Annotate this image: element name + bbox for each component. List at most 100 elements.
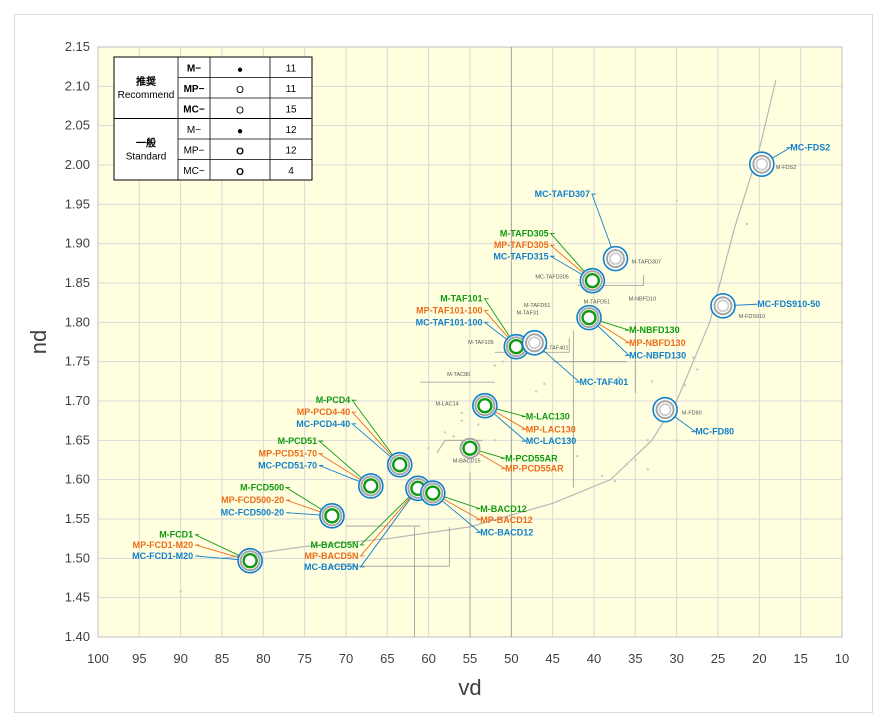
legend-group-label: 一般 [136, 136, 156, 149]
x-axis-label: vd [458, 675, 481, 700]
legend-row-symbol: O [236, 167, 244, 178]
faint-point [675, 199, 678, 202]
m-marker [462, 440, 478, 456]
point-label: MP-PCD4-40 [297, 407, 351, 417]
legend-row-count: 12 [285, 125, 297, 136]
legend-row-name: MC− [183, 166, 205, 177]
legend-row-count: 12 [285, 145, 297, 156]
point-label: MC-LAC130 [526, 436, 577, 446]
m-marker [477, 398, 493, 414]
m-marker [581, 309, 597, 326]
m-marker [392, 457, 408, 473]
legend-row-symbol: O [236, 85, 244, 96]
point-label: M-TAFD305 [500, 228, 549, 238]
point-label: MC-FCD1-M20 [132, 551, 193, 561]
legend-row-count: 4 [288, 166, 294, 177]
faint-point [634, 458, 637, 462]
mc-core-marker [716, 299, 730, 313]
leader-line [483, 310, 517, 348]
faint-point [444, 431, 447, 434]
leader-line [483, 298, 517, 347]
x-tick-label: 75 [297, 651, 311, 666]
point-label: M-PCD51 [278, 436, 318, 446]
legend-row-name: M− [187, 125, 201, 136]
y-tick-label: 1.55 [65, 511, 90, 526]
legend: 推奨 Recommend M− ● 11 MP− O 11 MC− O 15 一般 Standard M−… [113, 56, 313, 181]
y-tick-label: 1.85 [65, 275, 90, 290]
leader-line [359, 487, 419, 546]
mc-core-marker [658, 403, 672, 416]
point-label: MP-TAF101-100 [416, 306, 482, 316]
faint-point [613, 480, 616, 483]
standard-point-label: M-TAF31 [517, 310, 540, 316]
legend-group-sublabel: Recommend [118, 90, 175, 101]
faint-point [683, 384, 687, 387]
leader-line [588, 317, 631, 344]
leader-line [484, 405, 526, 418]
x-tick-label: 55 [463, 651, 477, 666]
point-label: MC-TAF101-100 [416, 317, 483, 327]
point-label: M-BACD5N [311, 540, 359, 550]
point-label: MP-FCD500-20 [221, 495, 284, 505]
point-label: MC-BACD5N [304, 562, 359, 572]
x-tick-label: 25 [711, 651, 725, 666]
leader-line [432, 492, 482, 521]
faint-point [646, 439, 649, 442]
leader-line [317, 453, 372, 487]
y-axis-label: nd [26, 330, 51, 354]
m-marker [363, 478, 379, 494]
point-label: MC-PCD4-40 [296, 419, 350, 429]
mc-core-marker [755, 157, 769, 171]
legend-row-name: MP− [184, 84, 205, 95]
point-label: M-NBFD130 [629, 325, 680, 335]
faint-point [477, 423, 480, 426]
y-tick-label: 1.65 [65, 432, 90, 447]
y-tick-label: 1.50 [65, 550, 90, 565]
x-tick-label: 30 [669, 651, 683, 666]
x-tick-label: 85 [215, 651, 229, 666]
leader-line [317, 440, 372, 487]
standard-point-label: M-TAF401 [543, 346, 569, 352]
y-tick-label: 2.05 [65, 118, 90, 133]
faint-point [675, 439, 678, 442]
point-label: MC-FDS910-50 [757, 299, 820, 309]
x-tick-label: 35 [628, 651, 642, 666]
faint-point [543, 382, 546, 385]
leader-line [469, 447, 506, 459]
faint-point [452, 435, 455, 438]
y-tick-label: 2.15 [65, 39, 90, 54]
guide-line [329, 526, 450, 567]
y-tick-label: 2.00 [65, 157, 90, 172]
standard-point-label: M-TAF105 [468, 340, 494, 346]
point-label: MC-NBFD130 [629, 350, 686, 360]
point-label: M-PCD55AR [505, 453, 558, 463]
leader-line [432, 492, 481, 510]
y-tick-label: 1.60 [65, 472, 90, 487]
leader-line [195, 555, 251, 562]
y-tick-label: 1.45 [65, 590, 90, 605]
faint-point [646, 468, 649, 471]
point-label: MC-FD80 [695, 427, 734, 437]
leader-line [195, 534, 251, 562]
faint-point [179, 590, 182, 593]
faint-point [534, 390, 538, 393]
point-label: MC-PCD51-70 [258, 461, 317, 471]
x-tick-label: 70 [339, 651, 353, 666]
faint-point [493, 364, 496, 367]
leader-line [319, 465, 371, 487]
leader-line [483, 321, 517, 348]
leader-line [534, 342, 581, 383]
standard-point-label: M-LAC14 [436, 401, 459, 407]
faint-point [692, 356, 695, 359]
faint-point [650, 380, 654, 383]
leader-line [351, 411, 401, 466]
standard-point-label: M-FDS2 [776, 165, 796, 171]
x-tick-label: 95 [132, 651, 146, 666]
standard-point-label: M-TAFD307 [631, 260, 661, 266]
faint-point [745, 222, 749, 226]
leader-line [588, 317, 631, 356]
point-label: MP-NBFD130 [629, 338, 686, 348]
faint-point [427, 447, 430, 450]
point-label: MC-TAFD315 [493, 251, 548, 261]
y-tick-label: 1.80 [65, 314, 90, 329]
